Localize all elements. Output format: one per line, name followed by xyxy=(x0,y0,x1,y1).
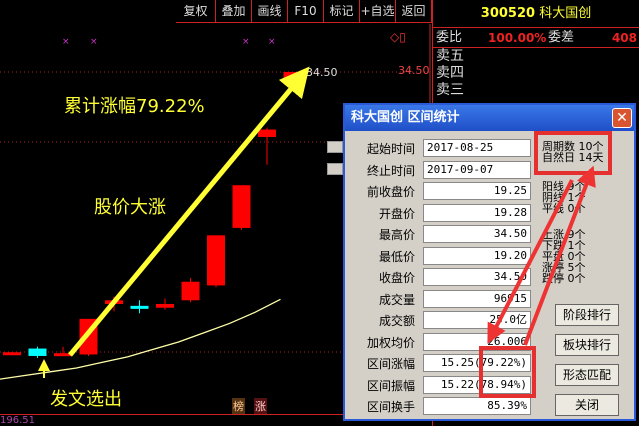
candle-body xyxy=(156,304,174,308)
sell-3: 卖三 xyxy=(436,82,464,98)
picked-annotation: 发文选出 xyxy=(50,389,122,410)
weibi-value: 100.00% xyxy=(488,31,547,45)
limit-up-badge[interactable]: 涨 xyxy=(254,398,267,414)
stat-label: 最高价 xyxy=(378,228,415,242)
candle-body xyxy=(130,305,149,309)
max-price-label: 34.50 xyxy=(306,66,338,79)
date-spinner[interactable] xyxy=(327,141,343,153)
sector-rank-button[interactable]: 板块排行 xyxy=(555,334,619,356)
stat-label: 前收盘价 xyxy=(366,185,415,199)
stat-value: 85.39% xyxy=(423,397,531,415)
candle-body xyxy=(207,235,225,286)
sell-5: 卖五 xyxy=(436,48,464,64)
close-button[interactable]: 关闭 xyxy=(555,394,619,416)
f10-button[interactable]: F10 xyxy=(288,0,324,23)
stat-label: 区间振幅 xyxy=(366,378,415,393)
stat-count: 平线 0个 xyxy=(542,202,586,215)
weibi-row: 委比 100.00% 委差 408 xyxy=(433,28,639,48)
date-field[interactable]: 2017-08-25 xyxy=(423,139,531,157)
stat-value: 96915 xyxy=(423,289,531,308)
stat-value: 19.28 xyxy=(423,203,531,222)
highlight-box-gain xyxy=(479,346,536,398)
weicha-value: 408 xyxy=(611,31,637,45)
dialog-title: 科大国创 区间统计 xyxy=(345,105,634,131)
stat-label: 成交量 xyxy=(378,292,415,307)
stat-value: 19.25 xyxy=(423,182,531,200)
fuquan-button[interactable]: 复权 xyxy=(176,0,216,23)
stock-name: 科大国创 xyxy=(539,6,592,21)
stat-value: 34.50 xyxy=(423,268,531,286)
stat-label: 最低价 xyxy=(378,249,415,264)
candle-body xyxy=(105,300,123,304)
candle-body xyxy=(28,348,47,356)
marker-x: × xyxy=(268,37,276,47)
mark-button[interactable]: 标记 xyxy=(324,0,360,23)
stat-label: 加权均价 xyxy=(366,335,415,350)
weibi-label: 委比 xyxy=(436,30,463,45)
stat-label: 区间换手 xyxy=(366,400,415,414)
draw-button[interactable]: 画线 xyxy=(252,0,288,23)
candle-body xyxy=(258,129,276,137)
stat-count: 周期数 10个 xyxy=(542,140,604,153)
sell-list: 卖五 卖四 卖三 xyxy=(433,48,639,99)
back-button[interactable]: 返回 xyxy=(396,0,432,23)
stat-label: 起始时间 xyxy=(366,142,415,156)
pattern-match-button[interactable]: 形态匹配 xyxy=(555,364,619,386)
marker-x: × xyxy=(242,37,250,47)
stat-label: 区间涨幅 xyxy=(366,357,415,371)
indicator-value: 196.51 xyxy=(0,415,35,426)
price-axis-label: 34.50 xyxy=(398,64,430,77)
stage-rank-button[interactable]: 阶段排行 xyxy=(555,304,619,326)
date-field[interactable]: 2017-09-07 xyxy=(423,160,531,179)
candle-body xyxy=(3,352,21,356)
rank-badge[interactable]: 榜 xyxy=(232,398,245,414)
sell-4: 卖四 xyxy=(436,65,464,81)
weicha-label: 委差 xyxy=(548,30,575,45)
diamond-square-icons[interactable]: ◇▯ xyxy=(390,30,406,44)
ma-line xyxy=(0,298,281,380)
stat-label: 收盘价 xyxy=(378,271,415,285)
overlay-button[interactable]: 叠加 xyxy=(216,0,252,23)
marker-x: × xyxy=(90,37,98,47)
close-icon[interactable]: ✕ xyxy=(612,108,632,128)
add-watchlist-button[interactable]: +自选 xyxy=(360,0,396,23)
stock-code: 300520 xyxy=(480,6,536,21)
interval-stats-dialog: 科大国创 区间统计 ✕ 起始时间 2017-08-25 终止时间 2017-09-07… xyxy=(327,103,636,421)
stat-value: 15.25(79.22%) xyxy=(423,354,531,372)
candle-body xyxy=(181,281,200,301)
candle-body xyxy=(283,72,302,80)
marker-x: × xyxy=(62,37,70,47)
date-spinner[interactable] xyxy=(327,162,343,175)
stat-label: 成交额 xyxy=(378,314,415,328)
stat-label: 终止时间 xyxy=(366,163,415,178)
stat-value: 25.0亿 xyxy=(423,311,531,329)
candle-body xyxy=(232,185,251,228)
stat-count: 跌停 0个 xyxy=(542,272,586,285)
stat-label: 开盘价 xyxy=(378,206,415,221)
stat-value: 34.50 xyxy=(423,225,531,243)
highlight-box-period xyxy=(534,131,612,175)
stat-count: 自然日 14天 xyxy=(542,151,604,164)
stock-header: 300520 科大国创 xyxy=(433,0,639,28)
stat-value: 19.20 xyxy=(423,246,531,265)
stat-value: 15.22(78.94%) xyxy=(423,375,531,394)
candle-body xyxy=(54,353,72,357)
candle-body xyxy=(79,318,98,355)
price-rise-annotation: 股价大涨 xyxy=(94,197,166,218)
cumulative-gain-annotation: 累计涨幅79.22% xyxy=(64,96,205,117)
